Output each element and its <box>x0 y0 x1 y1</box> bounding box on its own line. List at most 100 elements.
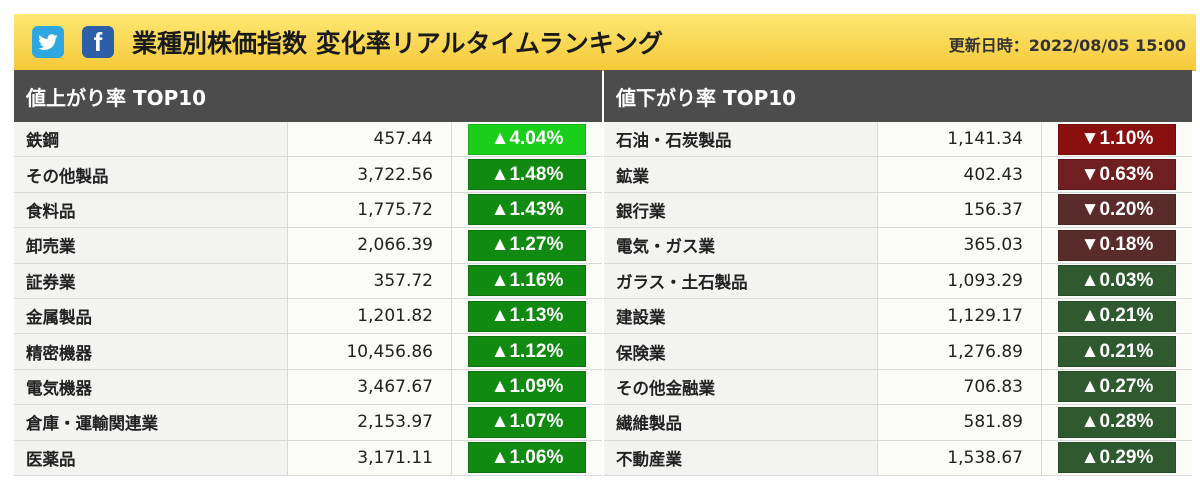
losers-panel: 値下がり率 TOP10 石油・石炭製品 1,141.34 ▼1.10% 鉱業 402.4… <box>604 70 1192 476</box>
change-badge: ▲0.03% <box>1058 265 1176 297</box>
sector-name: 鉱業 <box>604 157 878 192</box>
change-cell: ▲1.13% <box>452 298 602 334</box>
sector-name: 電気機器 <box>14 369 288 405</box>
twitter-share-button[interactable] <box>32 26 64 58</box>
sector-name: 石油・石炭製品 <box>604 122 878 157</box>
change-badge: ▲1.09% <box>468 371 586 403</box>
table-row: 石油・石炭製品 1,141.34 ▼1.10% <box>604 122 1192 158</box>
change-cell: ▲1.27% <box>452 228 602 263</box>
table-row: 保険業 1,276.89 ▲0.21% <box>604 334 1192 370</box>
index-value: 1,093.29 <box>878 263 1042 298</box>
index-value: 156.37 <box>878 192 1042 228</box>
table-row: その他金融業 706.83 ▲0.27% <box>604 369 1192 406</box>
table-row: 証券業 357.72 ▲1.16% <box>14 263 602 299</box>
sector-name: 建設業 <box>604 298 878 334</box>
table-row: 鉱業 402.43 ▼0.63% <box>604 157 1192 193</box>
table-row: 精密機器 10,456.86 ▲1.12% <box>14 334 602 370</box>
table-row: 医薬品 3,171.11 ▲1.06% <box>14 440 602 476</box>
sector-name: 倉庫・運輸関連業 <box>14 405 288 440</box>
gainers-panel: 値上がり率 TOP10 鉄鋼 457.44 ▲4.04% その他製品 3,722.56 ▲… <box>14 70 602 476</box>
table-row: 電気・ガス業 365.03 ▼0.18% <box>604 228 1192 264</box>
sector-name: 保険業 <box>604 334 878 369</box>
index-value: 1,775.72 <box>288 192 452 228</box>
table-row: 食料品 1,775.72 ▲1.43% <box>14 192 602 229</box>
change-badge: ▲4.04% <box>468 123 586 155</box>
sector-name: ガラス・土石製品 <box>604 263 878 298</box>
index-value: 10,456.86 <box>288 334 452 369</box>
table-row: 倉庫・運輸関連業 2,153.97 ▲1.07% <box>14 405 602 441</box>
change-cell: ▲0.21% <box>1042 334 1192 369</box>
twitter-icon <box>38 34 58 51</box>
change-badge: ▲0.29% <box>1058 442 1176 474</box>
change-cell: ▲1.48% <box>452 157 602 192</box>
index-value: 2,066.39 <box>288 228 452 263</box>
index-value: 1,129.17 <box>878 298 1042 334</box>
index-value: 3,722.56 <box>288 157 452 192</box>
index-value: 1,538.67 <box>878 440 1042 475</box>
change-badge: ▲1.13% <box>468 300 586 332</box>
change-cell: ▲0.21% <box>1042 298 1192 334</box>
change-badge: ▲1.27% <box>468 229 586 261</box>
change-badge: ▼1.10% <box>1058 123 1176 155</box>
change-badge: ▲1.48% <box>468 159 586 191</box>
index-value: 2,153.97 <box>288 405 452 440</box>
change-badge: ▲0.27% <box>1058 371 1176 403</box>
sector-name: その他金融業 <box>604 369 878 405</box>
index-value: 402.43 <box>878 157 1042 192</box>
sector-name: その他製品 <box>14 157 288 192</box>
table-row: 電気機器 3,467.67 ▲1.09% <box>14 369 602 406</box>
table-row: 繊維製品 581.89 ▲0.28% <box>604 405 1192 441</box>
change-badge: ▲1.07% <box>468 406 586 438</box>
sector-name: 金属製品 <box>14 298 288 334</box>
gainers-table: 鉄鋼 457.44 ▲4.04% その他製品 3,722.56 ▲1.48% 食料品 1,77… <box>14 122 602 476</box>
change-cell: ▲1.43% <box>452 192 602 228</box>
table-row: 金属製品 1,201.82 ▲1.13% <box>14 298 602 335</box>
sector-name: 食料品 <box>14 192 288 228</box>
sector-name: 不動産業 <box>604 440 878 475</box>
sector-name: 電気・ガス業 <box>604 228 878 263</box>
change-badge: ▼0.18% <box>1058 229 1176 261</box>
index-value: 3,467.67 <box>288 369 452 405</box>
change-cell: ▲0.27% <box>1042 369 1192 405</box>
facebook-share-button[interactable]: f <box>82 26 114 58</box>
table-row: 不動産業 1,538.67 ▲0.29% <box>604 440 1192 476</box>
sector-name: 証券業 <box>14 263 288 298</box>
facebook-icon: f <box>93 26 103 57</box>
table-row: 建設業 1,129.17 ▲0.21% <box>604 298 1192 335</box>
index-value: 457.44 <box>288 122 452 157</box>
index-value: 357.72 <box>288 263 452 298</box>
losers-table: 石油・石炭製品 1,141.34 ▼1.10% 鉱業 402.43 ▼0.63% 銀行業 15… <box>604 122 1192 476</box>
change-badge: ▼0.63% <box>1058 159 1176 191</box>
sector-name: 卸売業 <box>14 228 288 263</box>
sector-name: 精密機器 <box>14 334 288 369</box>
update-timestamp: 更新日時：2022/08/05 15:00 <box>948 36 1186 55</box>
index-value: 365.03 <box>878 228 1042 263</box>
sector-name: 医薬品 <box>14 440 288 475</box>
change-cell: ▼0.20% <box>1042 192 1192 228</box>
change-cell: ▲1.16% <box>452 263 602 298</box>
change-badge: ▲1.06% <box>468 442 586 474</box>
change-badge: ▲1.43% <box>468 194 586 226</box>
change-badge: ▲1.12% <box>468 336 586 368</box>
change-cell: ▲1.07% <box>452 405 602 440</box>
change-badge: ▲0.21% <box>1058 300 1176 332</box>
change-badge: ▲0.21% <box>1058 336 1176 368</box>
change-cell: ▼0.63% <box>1042 157 1192 192</box>
gainers-heading: 値上がり率 TOP10 <box>14 70 602 122</box>
index-value: 1,141.34 <box>878 122 1042 157</box>
sector-name: 繊維製品 <box>604 405 878 440</box>
index-value: 581.89 <box>878 405 1042 440</box>
table-row: 銀行業 156.37 ▼0.20% <box>604 192 1192 229</box>
sector-name: 鉄鋼 <box>14 122 288 157</box>
widget-header: f 業種別株価指数 変化率リアルタイムランキング 更新日時：2022/08/05… <box>14 14 1196 71</box>
index-value: 3,171.11 <box>288 440 452 475</box>
change-cell: ▲0.29% <box>1042 440 1192 475</box>
change-cell: ▲1.12% <box>452 334 602 369</box>
sector-name: 銀行業 <box>604 192 878 228</box>
change-badge: ▲1.16% <box>468 265 586 297</box>
change-cell: ▲0.03% <box>1042 263 1192 298</box>
table-row: ガラス・土石製品 1,093.29 ▲0.03% <box>604 263 1192 299</box>
change-cell: ▼1.10% <box>1042 122 1192 157</box>
change-badge: ▼0.20% <box>1058 194 1176 226</box>
change-cell: ▼0.18% <box>1042 228 1192 263</box>
